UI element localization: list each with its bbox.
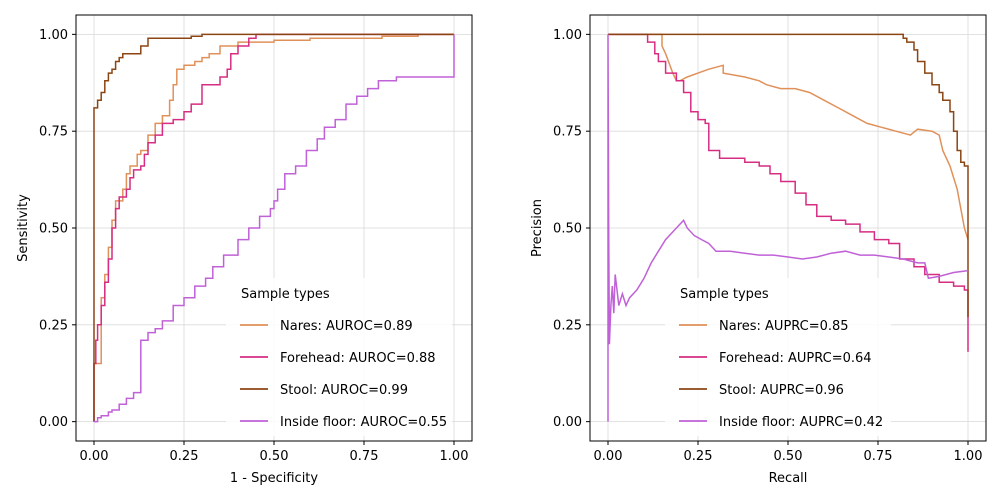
pr-legend-label-stool: Stool: AUPRC=0.96 (719, 383, 844, 398)
roc-legend-label-nares: Nares: AUROC=0.89 (280, 319, 413, 334)
pr-y-tick-label-3: 0.75 (553, 125, 582, 140)
pr-series (607, 33, 969, 422)
roc-x-tick-label-0: 0.00 (80, 449, 109, 464)
roc-y-tick-label-4: 1.00 (39, 28, 68, 43)
pr-legend-title: Sample types (680, 287, 769, 302)
roc-x-ticks: 0.00 0.25 0.50 0.75 1.00 (80, 441, 469, 464)
pr-x-ticks: 0.00 0.25 0.50 0.75 1.00 (594, 441, 983, 464)
pr-x-axis-label: Recall (769, 471, 808, 486)
roc-y-tick-label-1: 0.25 (39, 318, 68, 333)
pr-legend-label-forehead: Forehead: AUPRC=0.64 (719, 351, 872, 366)
pr-legend-label-inside-floor: Inside floor: AUPRC=0.42 (719, 415, 883, 430)
roc-legend-label-inside-floor: Inside floor: AUROC=0.55 (280, 415, 447, 430)
pr-panel: 0.00 0.25 0.50 0.75 1.00 0.00 0.25 0.50 0.75 1.0… (530, 14, 987, 486)
roc-legend-label-forehead: Forehead: AUROC=0.88 (280, 351, 436, 366)
roc-x-tick-label-1: 0.25 (170, 449, 199, 464)
roc-series-stool (93, 33, 454, 422)
roc-y-axis-label: Sensitivity (16, 194, 31, 262)
roc-x-tick-label-3: 0.75 (350, 449, 379, 464)
roc-x-tick-label-2: 0.50 (260, 449, 289, 464)
roc-series-forehead (93, 33, 454, 422)
pr-y-axis-label: Precision (530, 199, 545, 257)
pr-x-tick-label-0: 0.00 (594, 449, 623, 464)
pr-y-tick-label-4: 1.00 (553, 28, 582, 43)
pr-series-forehead (608, 33, 969, 352)
pr-y-ticks: 0.00 0.25 0.50 0.75 1.00 (553, 28, 590, 430)
roc-x-axis-label: 1 - Specificity (230, 471, 319, 486)
pr-x-tick-label-3: 0.75 (864, 449, 893, 464)
roc-series (93, 33, 455, 423)
roc-y-tick-label-0: 0.00 (39, 415, 68, 430)
pr-y-tick-label-0: 0.00 (553, 415, 582, 430)
roc-x-tick-label-4: 1.00 (440, 449, 469, 464)
pr-legend: Sample types Nares: AUPRC=0.85 Forehead: A… (665, 278, 891, 436)
roc-y-tick-label-3: 0.75 (39, 125, 68, 140)
pr-x-tick-label-1: 0.25 (684, 449, 713, 464)
pr-y-tick-label-1: 0.25 (553, 318, 582, 333)
roc-series-inside-floor (94, 34, 455, 423)
pr-x-tick-label-2: 0.50 (774, 449, 803, 464)
roc-legend-title: Sample types (241, 287, 330, 302)
pr-y-tick-label-2: 0.50 (553, 222, 582, 237)
pr-series-stool (608, 33, 969, 318)
roc-y-tick-label-2: 0.50 (39, 222, 68, 237)
pr-legend-label-nares: Nares: AUPRC=0.85 (719, 319, 849, 334)
pr-x-tick-label-4: 1.00 (954, 449, 983, 464)
roc-panel: 0.00 0.25 0.50 0.75 1.00 0.00 0.25 0.50 0.75 1.0… (16, 14, 473, 486)
pr-series-inside-floor (607, 34, 969, 422)
roc-y-ticks: 0.00 0.25 0.50 0.75 1.00 (39, 28, 76, 430)
roc-legend-label-stool: Stool: AUROC=0.99 (280, 383, 408, 398)
roc-legend: Sample types Nares: AUROC=0.89 Forehead: A… (226, 278, 452, 436)
